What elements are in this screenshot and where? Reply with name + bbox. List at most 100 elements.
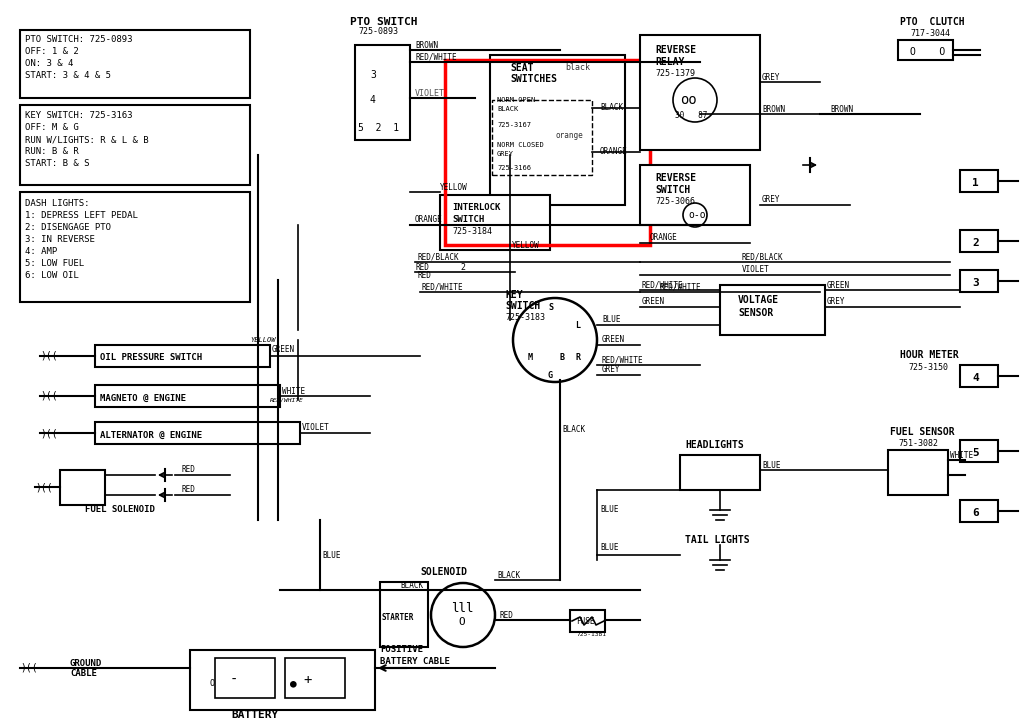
Text: GREY: GREY bbox=[762, 73, 781, 82]
Text: O: O bbox=[458, 617, 464, 627]
Text: 3: 3 bbox=[370, 70, 375, 80]
Text: BLACK: BLACK bbox=[601, 103, 623, 113]
Text: R: R bbox=[575, 354, 580, 363]
Text: L: L bbox=[575, 320, 580, 330]
Text: PTO  CLUTCH: PTO CLUTCH bbox=[900, 17, 965, 27]
Text: GREY: GREY bbox=[827, 298, 845, 306]
Bar bbox=[95, 385, 280, 407]
Text: VOLTAGE: VOLTAGE bbox=[738, 295, 780, 305]
Text: GREY: GREY bbox=[602, 365, 621, 374]
Bar bbox=[960, 365, 998, 387]
Text: OFF: M & G: OFF: M & G bbox=[25, 124, 79, 132]
Text: WHITE: WHITE bbox=[282, 387, 305, 395]
Text: KEY SWITCH: 725-3163: KEY SWITCH: 725-3163 bbox=[25, 111, 133, 121]
Text: RED: RED bbox=[500, 611, 514, 620]
Text: MAGNETO @ ENGINE: MAGNETO @ ENGINE bbox=[100, 394, 186, 403]
Text: BLUE: BLUE bbox=[601, 544, 619, 553]
Text: VIOLET: VIOLET bbox=[302, 424, 329, 432]
Text: -: - bbox=[230, 673, 238, 687]
Text: 725-3066: 725-3066 bbox=[655, 197, 695, 207]
Text: RELAY: RELAY bbox=[655, 57, 684, 67]
Text: PTO SWITCH: PTO SWITCH bbox=[350, 17, 417, 27]
Text: 6: LOW OIL: 6: LOW OIL bbox=[25, 271, 79, 280]
Text: BLUE: BLUE bbox=[601, 505, 619, 515]
Text: VIOLET: VIOLET bbox=[742, 266, 769, 274]
Text: 1: DEPRESS LEFT PEDAL: 1: DEPRESS LEFT PEDAL bbox=[25, 210, 138, 220]
Text: 2: 2 bbox=[972, 238, 979, 248]
Text: OFF: 1 & 2: OFF: 1 & 2 bbox=[25, 47, 79, 57]
Bar bbox=[680, 455, 760, 490]
Text: NORM CLOSED: NORM CLOSED bbox=[497, 142, 544, 148]
Text: 2: DISENGAGE PTO: 2: DISENGAGE PTO bbox=[25, 223, 112, 232]
Text: POSITIVE: POSITIVE bbox=[380, 646, 422, 654]
Bar bbox=[95, 422, 300, 444]
Text: RED/WHITE: RED/WHITE bbox=[415, 52, 456, 61]
Text: BLUE: BLUE bbox=[322, 550, 341, 560]
Text: 30   87: 30 87 bbox=[675, 111, 707, 119]
Text: ALTERNATOR @ ENGINE: ALTERNATOR @ ENGINE bbox=[100, 430, 203, 440]
Bar bbox=[215, 658, 275, 698]
Text: 717-3044: 717-3044 bbox=[910, 28, 950, 38]
Text: )((: )(( bbox=[40, 391, 57, 401]
Text: 725-3166: 725-3166 bbox=[497, 165, 531, 171]
Text: )((: )(( bbox=[40, 351, 57, 361]
Bar bbox=[355, 45, 410, 140]
Bar bbox=[640, 35, 760, 150]
Text: PTO SWITCH: 725-0893: PTO SWITCH: 725-0893 bbox=[25, 36, 133, 44]
Text: S: S bbox=[548, 304, 553, 312]
Text: GREEN: GREEN bbox=[602, 336, 625, 344]
Text: REVERSE: REVERSE bbox=[655, 45, 696, 55]
Text: 3: 3 bbox=[972, 278, 979, 288]
Text: FUEL SOLENOID: FUEL SOLENOID bbox=[85, 505, 154, 515]
Text: 725-3184: 725-3184 bbox=[452, 227, 492, 237]
Text: RUN: B & R: RUN: B & R bbox=[25, 148, 79, 157]
Bar bbox=[960, 440, 998, 462]
Text: GROUND: GROUND bbox=[70, 659, 102, 668]
Text: )((: )(( bbox=[40, 428, 57, 438]
Text: START: B & S: START: B & S bbox=[25, 159, 89, 168]
Text: O    O: O O bbox=[910, 47, 945, 57]
Text: +: + bbox=[303, 673, 311, 687]
Text: 751-3082: 751-3082 bbox=[898, 438, 938, 448]
Text: oo: oo bbox=[680, 93, 697, 107]
Text: RED/WHITE: RED/WHITE bbox=[422, 282, 463, 291]
Text: BLACK: BLACK bbox=[497, 106, 519, 112]
Text: SWITCH: SWITCH bbox=[655, 185, 691, 195]
Text: RED: RED bbox=[418, 272, 432, 280]
Text: RED: RED bbox=[182, 465, 195, 475]
Text: RUN W/LIGHTS: R & L & B: RUN W/LIGHTS: R & L & B bbox=[25, 135, 148, 144]
Text: KEY: KEY bbox=[505, 290, 523, 300]
Text: ●: ● bbox=[290, 678, 297, 688]
Bar bbox=[20, 105, 250, 185]
Text: BROWN: BROWN bbox=[762, 106, 785, 114]
Text: STARTER: STARTER bbox=[382, 612, 414, 622]
Text: HEADLIGHTS: HEADLIGHTS bbox=[685, 440, 744, 450]
Text: SENSOR: SENSOR bbox=[738, 308, 773, 318]
Text: 4: 4 bbox=[370, 95, 375, 105]
Text: 725-1381: 725-1381 bbox=[577, 631, 607, 636]
Text: ORANGE: ORANGE bbox=[601, 148, 628, 157]
Bar bbox=[570, 610, 605, 632]
Text: SOLENOID: SOLENOID bbox=[420, 567, 468, 577]
Text: ORANGE: ORANGE bbox=[650, 234, 678, 242]
Text: GREY: GREY bbox=[762, 196, 781, 205]
Text: 725-3167: 725-3167 bbox=[497, 122, 531, 128]
Bar bbox=[285, 658, 345, 698]
Text: 1: 1 bbox=[972, 178, 979, 188]
Text: G: G bbox=[548, 371, 553, 379]
Bar bbox=[20, 192, 250, 302]
Text: GREEN: GREEN bbox=[642, 298, 665, 306]
Text: 725-3150: 725-3150 bbox=[908, 363, 948, 373]
Text: BLACK: BLACK bbox=[400, 580, 424, 590]
Text: RED/WHITE: RED/WHITE bbox=[270, 397, 304, 403]
Text: FUEL SENSOR: FUEL SENSOR bbox=[890, 427, 954, 437]
Text: B: B bbox=[560, 354, 565, 363]
Bar bbox=[380, 582, 428, 647]
FancyBboxPatch shape bbox=[492, 100, 592, 175]
Bar bbox=[898, 40, 953, 60]
Bar bbox=[720, 285, 825, 335]
Text: orange: orange bbox=[555, 130, 583, 140]
Text: 725-3183: 725-3183 bbox=[505, 312, 545, 322]
Text: ORANGE: ORANGE bbox=[415, 215, 443, 224]
Bar bbox=[440, 195, 550, 250]
